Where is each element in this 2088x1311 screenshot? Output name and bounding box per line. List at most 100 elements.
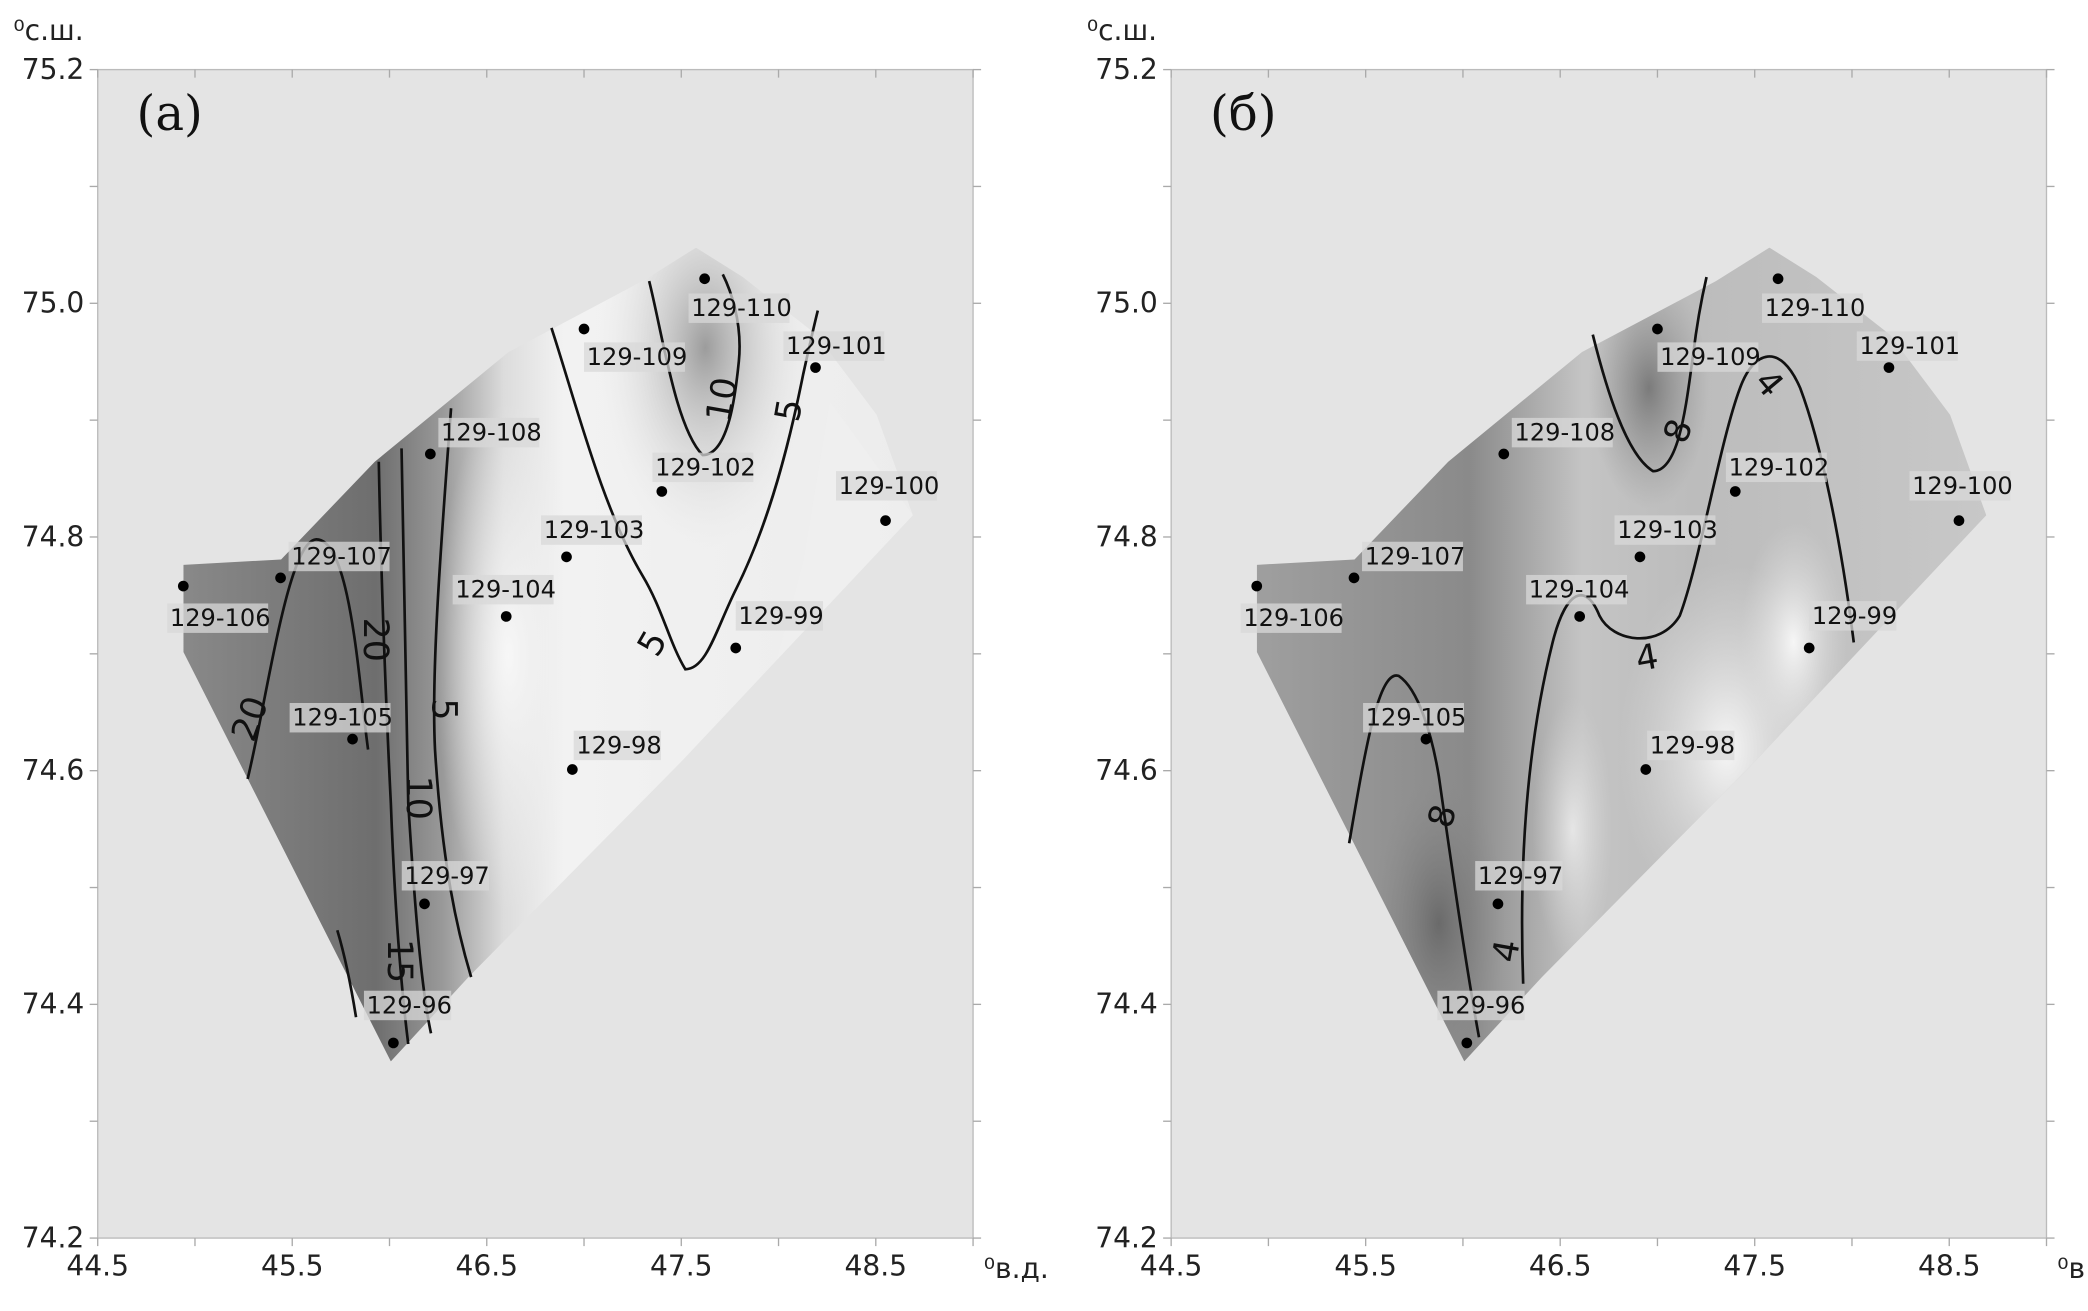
y-tick-label: 74.2: [1095, 1221, 1158, 1254]
station-point: [1883, 362, 1895, 373]
station-label: 129-107: [1365, 542, 1466, 570]
station-point: [177, 580, 189, 592]
station-point: [1953, 515, 1965, 526]
x-axis-unit: ⁰в.д.: [2057, 1252, 2088, 1285]
y-tick-label: 74.4: [1095, 988, 1158, 1021]
contour-line-8-n: [1591, 276, 1708, 473]
station-label: 129-99: [1812, 602, 1897, 630]
station-label-bg: [836, 471, 937, 501]
x-tick-label: 48.5: [845, 1250, 908, 1283]
panel-a: 20 20 15 10 5 5 10 5 (а) 44.5 45.5 46.5 47.…: [13, 14, 1048, 1285]
panel-label: (б): [1210, 86, 1277, 142]
x-tick-label: 48.5: [1918, 1250, 1981, 1283]
station-label-bg: [1856, 331, 1958, 361]
station-label-bg: [1725, 452, 1827, 483]
contour-line-20: [246, 538, 370, 780]
station-label-bg: [452, 574, 554, 605]
contour-line-5: [432, 408, 473, 978]
station-label: 129-104: [455, 576, 556, 604]
y-tick-label: 74.8: [22, 520, 85, 553]
station-label: 129-110: [1765, 294, 1866, 322]
station-label: 129-103: [544, 516, 645, 544]
station-label: 129-99: [738, 602, 823, 630]
station-label: 129-96: [1440, 991, 1525, 1019]
station-label-bg: [1809, 601, 1897, 631]
station-label-bg: [1762, 293, 1863, 323]
contour-label: 15: [379, 939, 419, 983]
contour-labels: 20 20 15 10 5 5 10 5: [224, 374, 811, 983]
station-point: [1461, 1037, 1473, 1049]
station-label: 129-97: [1478, 862, 1563, 890]
y-tick-label: 74.6: [22, 754, 85, 787]
station-label-bg: [288, 541, 390, 572]
station-label: 129-97: [404, 862, 489, 890]
station-label: 129-101: [786, 332, 887, 360]
station-point: [419, 898, 430, 910]
station-point: [699, 273, 710, 285]
y-tick-label: 74.2: [22, 1221, 85, 1254]
station-label: 129-108: [1514, 419, 1615, 447]
station-label: 129-103: [1617, 516, 1718, 544]
station-label-bg: [167, 603, 269, 633]
station-point: [810, 362, 821, 373]
axes: 44.5 45.5 46.5 47.5 48.5 74.2 74.4 74.6 74.8 75.0…: [1087, 14, 2088, 1285]
station-label: 129-110: [691, 294, 792, 322]
station-point: [1652, 323, 1663, 335]
station-label-bg: [1511, 417, 1613, 448]
station-point: [388, 1037, 399, 1049]
station-label: 129-100: [839, 472, 940, 500]
contour-label: 10: [699, 374, 746, 425]
station-label: 129-109: [1660, 343, 1761, 371]
station-point: [275, 572, 286, 584]
station-point: [1492, 898, 1504, 910]
contour-lines: [246, 273, 820, 1045]
station-point: [1772, 273, 1784, 285]
station-label-bg: [1437, 990, 1525, 1021]
station-label-bg: [289, 702, 391, 733]
station-point: [1640, 764, 1652, 775]
x-tick-label: 45.5: [1334, 1250, 1397, 1283]
station-label-bg: [438, 417, 540, 448]
station-point: [1251, 580, 1263, 592]
station-label: 129-98: [576, 731, 661, 759]
station-label: 129-101: [1859, 332, 1960, 360]
contour-line-20b: [336, 929, 358, 1018]
x-axis-unit: ⁰в.д.: [984, 1252, 1049, 1285]
station-label: 129-100: [1912, 472, 2013, 500]
contour-line-5-ne: [550, 310, 820, 671]
station-label: 129-106: [170, 604, 271, 632]
station-label: 129-105: [1366, 704, 1467, 732]
x-tick-label: 44.5: [66, 1250, 129, 1283]
station-point: [347, 733, 358, 745]
contour-line-4: [1520, 355, 1856, 984]
x-tick-label: 46.5: [455, 1250, 518, 1283]
y-axis-unit: ⁰с.ш.: [1087, 14, 1157, 47]
station-point: [1574, 611, 1586, 622]
station-label: 129-96: [367, 991, 452, 1019]
station-point: [656, 486, 668, 497]
station-point: [1420, 733, 1432, 745]
station-label-bg: [1526, 574, 1628, 605]
station-point: [561, 551, 572, 563]
contour-line-10: [400, 448, 433, 1034]
station-label: 129-109: [587, 343, 688, 371]
station-label-bg: [1240, 603, 1342, 633]
station-point: [1634, 551, 1646, 563]
y-tick-label: 75.0: [22, 287, 85, 320]
station-label: 129-108: [441, 419, 542, 447]
station-point: [1348, 572, 1360, 584]
y-axis-unit: ⁰с.ш.: [13, 14, 83, 47]
station-label: 129-107: [291, 542, 392, 570]
station-label-bg: [401, 861, 490, 891]
station-label-bg: [1363, 702, 1464, 733]
station-label: 129-105: [292, 704, 393, 732]
station-label: 129-102: [655, 453, 756, 481]
station-label-bg: [735, 601, 824, 631]
x-tick-label: 47.5: [650, 1250, 713, 1283]
station-label-bg: [652, 452, 754, 483]
contour-label: 10: [398, 776, 438, 820]
station-label-bg: [1614, 515, 1716, 545]
